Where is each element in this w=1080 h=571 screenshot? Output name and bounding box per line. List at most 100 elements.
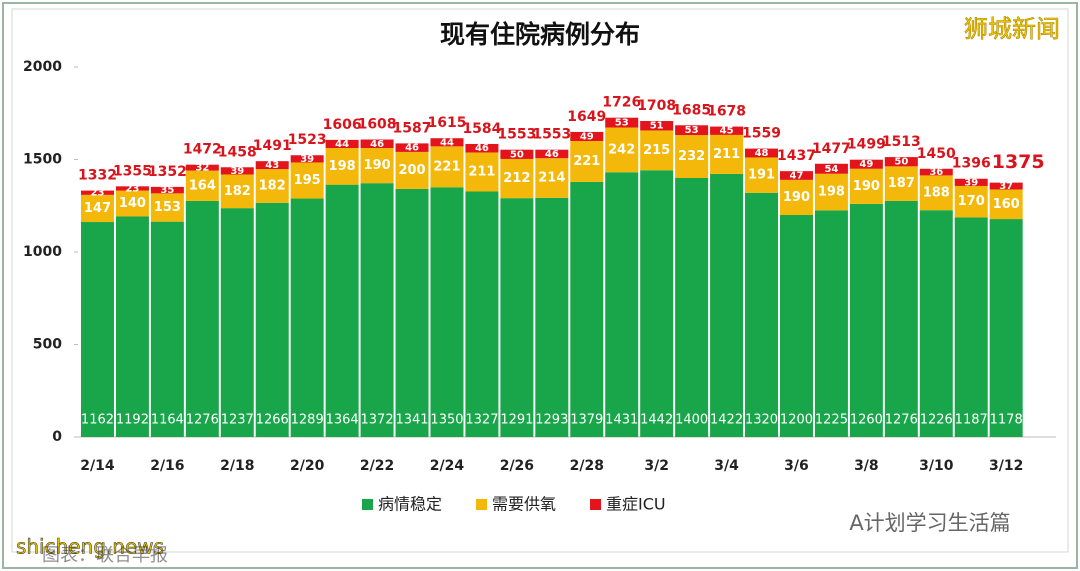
bar-segment	[465, 143, 499, 153]
x-tick-label: 3/12	[989, 458, 1023, 474]
y-tick-label: 500	[33, 337, 62, 353]
bar-segment	[954, 185, 988, 218]
bar-segment	[779, 215, 813, 437]
x-tick-label: 2/20	[290, 458, 325, 474]
bar-segment	[535, 158, 569, 198]
total-label: 1396	[952, 156, 991, 172]
total-label: 1649	[567, 109, 606, 125]
bar-segment	[80, 194, 114, 223]
bar-segment	[814, 210, 848, 437]
total-label: 1553	[532, 127, 571, 143]
segment-label: 1442	[640, 413, 673, 428]
segment-label: 1200	[780, 413, 813, 428]
segment-label: 46	[405, 143, 419, 154]
segment-label: 1327	[465, 413, 498, 428]
segment-label: 190	[853, 179, 880, 194]
legend-label: 重症ICU	[606, 495, 666, 514]
total-label: 1491	[253, 138, 292, 154]
bar-segment	[849, 168, 883, 204]
total-label: 1608	[358, 117, 397, 133]
bar-segment	[115, 186, 149, 191]
total-label: 1584	[462, 121, 501, 137]
segment-label: 200	[398, 163, 425, 178]
bar-segment	[954, 217, 988, 437]
site-watermark: shicheng.news	[16, 535, 164, 559]
bar-segment	[150, 193, 184, 222]
segment-label: 47	[790, 171, 804, 182]
segment-label: 23	[125, 183, 139, 194]
y-tick-label: 0	[52, 429, 62, 445]
total-label: 1615	[427, 115, 466, 131]
bar-segment	[115, 216, 149, 437]
bar-segment	[395, 151, 429, 189]
total-label: 1523	[288, 132, 327, 148]
segment-label: 1187	[955, 413, 988, 428]
segment-label: 221	[433, 159, 460, 174]
total-label: 1587	[393, 120, 432, 136]
legend-label: 需要供氧	[492, 495, 556, 514]
segment-label: 211	[468, 164, 495, 179]
segment-label: 195	[294, 173, 321, 188]
segment-label: 51	[650, 121, 664, 132]
segment-label: 1276	[186, 413, 219, 428]
segment-label: 1266	[256, 413, 289, 428]
segment-label: 190	[783, 190, 810, 205]
bar-segment	[989, 182, 1023, 190]
segment-label: 35	[160, 185, 174, 196]
bar-segment	[255, 161, 289, 170]
segment-label: 1431	[605, 413, 638, 428]
bar-segment	[570, 131, 604, 141]
chart-title: 现有住院病例分布	[440, 20, 640, 49]
bar-segment	[989, 219, 1023, 437]
x-tick-label: 2/18	[220, 458, 254, 474]
source-note: 图表：联合早报	[42, 545, 168, 566]
total-label: 1513	[882, 134, 921, 150]
bar-segment	[605, 172, 639, 437]
segment-label: 140	[119, 196, 146, 211]
bar-segment	[919, 175, 953, 211]
bar-segment	[115, 190, 149, 217]
x-tick-label: 2/24	[430, 458, 465, 474]
segment-label: 232	[678, 149, 705, 164]
segment-label: 44	[335, 139, 349, 150]
total-label: 1678	[707, 104, 746, 120]
segment-label: 190	[364, 158, 391, 173]
segment-label: 39	[300, 154, 314, 165]
segment-label: 191	[748, 168, 775, 183]
segment-label: 48	[755, 148, 769, 159]
bar-segment	[220, 174, 254, 209]
bar-segment	[605, 117, 639, 128]
total-label: 1458	[218, 144, 257, 160]
segment-label: 160	[993, 197, 1020, 212]
bar-segment	[465, 152, 499, 192]
bar-segment	[500, 158, 534, 199]
bar-segment	[605, 127, 639, 173]
segment-label: 46	[545, 149, 559, 160]
bar-segment	[500, 198, 534, 437]
total-label: 1553	[497, 127, 536, 143]
x-tick-label: 3/4	[714, 458, 739, 474]
segment-label: 54	[824, 164, 838, 175]
segment-label: 1379	[570, 413, 603, 428]
bar-segment	[430, 187, 464, 437]
total-label: 1355	[113, 163, 152, 179]
segment-label: 49	[859, 159, 873, 170]
bar-segment	[430, 146, 464, 188]
segment-label: 1364	[326, 413, 359, 428]
bar-segment	[185, 200, 219, 437]
bar-segment	[640, 121, 674, 131]
bar-segment	[814, 163, 848, 174]
total-label: 1685	[672, 102, 711, 118]
inner-frame	[11, 8, 1069, 553]
bar-segment	[535, 197, 569, 437]
total-label: 1472	[183, 142, 222, 158]
segment-label: 1291	[500, 413, 533, 428]
bar-segment	[80, 190, 114, 195]
total-label: 1450	[917, 146, 956, 162]
segment-label: 153	[154, 200, 181, 215]
bar-segment	[954, 178, 988, 186]
segment-label: 46	[475, 143, 489, 154]
segment-label: 1276	[885, 413, 918, 428]
segment-label: 1178	[990, 413, 1023, 428]
bar-segment	[989, 189, 1023, 220]
